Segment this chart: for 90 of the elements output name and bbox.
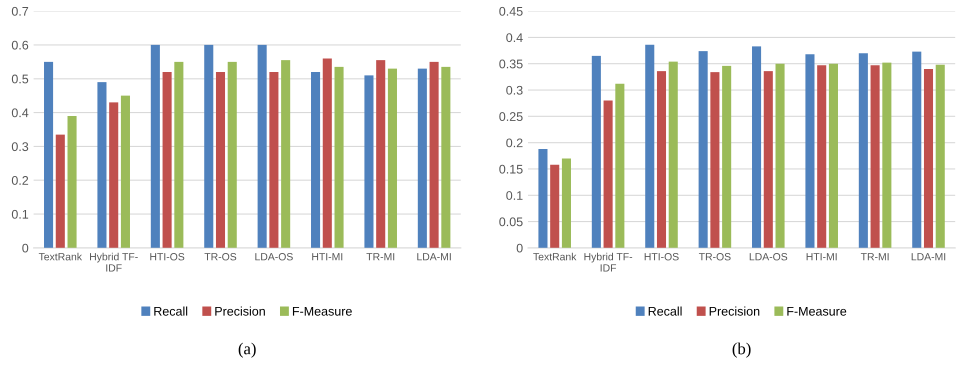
bar (162, 72, 172, 248)
legend-label: Precision (710, 306, 760, 316)
bar (764, 71, 773, 248)
x-tick-label: TR-OS (204, 253, 236, 260)
x-tick-label: TextRank (533, 252, 576, 260)
bar (109, 102, 118, 248)
bar (550, 164, 560, 248)
bar (388, 68, 397, 248)
x-tick-label: HTI-MI (806, 253, 837, 260)
x-tick-label: LDA-MI (912, 253, 946, 260)
bar (858, 53, 868, 248)
bar (258, 44, 267, 248)
bar (281, 60, 290, 248)
bar (441, 66, 450, 248)
x-tick-label: Hybrid TF-IDF (584, 252, 632, 272)
x-tick-label: HTI-OS (150, 253, 184, 260)
x-tick-label: TR-OS (698, 253, 731, 260)
bar (592, 56, 601, 248)
text: (b) (732, 342, 751, 358)
y-tick-label: 0.6 (12, 40, 28, 50)
y-tick-label: 0.45 (499, 6, 523, 16)
bar (311, 72, 320, 248)
bar (228, 62, 237, 248)
bar (870, 65, 880, 248)
bar (334, 66, 344, 248)
bar (656, 71, 666, 248)
y-tick-label: 0.3 (12, 142, 28, 152)
y-tick-label: 0.1 (506, 191, 523, 200)
x-tick-label: LDA-MI (417, 253, 451, 260)
y-tick-label: 0 (516, 244, 523, 253)
x-tick-label: Hybrid TF-IDF (90, 252, 138, 272)
y-tick-label: 0.15 (499, 164, 523, 174)
legend-label: F-Measure (787, 306, 846, 316)
legend-label: F-Measure (292, 306, 352, 316)
x-tick-label: HTI-MI (312, 253, 342, 260)
x-tick-label: TR-MI (860, 253, 889, 260)
bar (615, 84, 624, 248)
bar (97, 82, 106, 248)
bar (710, 72, 720, 248)
bar (120, 96, 130, 248)
bar (668, 62, 678, 248)
y-tick-label: 0 (22, 244, 28, 253)
bar (204, 44, 214, 248)
bar (418, 68, 427, 248)
bar (805, 54, 814, 248)
legend-label: Recall (648, 306, 682, 316)
bar (604, 100, 613, 248)
bar (174, 62, 184, 248)
x-tick-label: LDA-OS (750, 253, 788, 260)
bar (752, 46, 762, 248)
bar (912, 52, 922, 248)
bar (68, 116, 77, 248)
y-tick-label: 0.5 (12, 74, 28, 84)
legend-label: Precision (215, 306, 265, 316)
y-tick-label: 0.4 (12, 108, 28, 118)
bar (56, 134, 65, 248)
bar (817, 65, 826, 248)
text: (a) (238, 342, 256, 358)
legend-label: Recall (154, 306, 188, 316)
bar (364, 75, 374, 248)
bar (698, 51, 708, 248)
bar (269, 72, 278, 248)
bar (538, 148, 548, 248)
y-tick-label: 0.2 (12, 176, 28, 185)
bar (44, 62, 54, 248)
bar (828, 64, 838, 248)
bar (322, 58, 332, 248)
x-tick-label: TR-MI (366, 253, 394, 260)
bar (216, 72, 226, 248)
y-tick-label: 0.4 (506, 33, 523, 42)
y-tick-label: 0.2 (506, 138, 523, 148)
bar (722, 66, 732, 248)
y-tick-label: 0.7 (12, 6, 28, 16)
x-tick-label: HTI-OS (644, 253, 679, 260)
bar (376, 60, 386, 248)
y-tick-label: 0.25 (499, 112, 523, 121)
x-tick-label: LDA-OS (255, 253, 293, 260)
y-tick-label: 0.05 (499, 217, 523, 226)
y-tick-label: 0.1 (12, 210, 28, 219)
bar (430, 62, 439, 248)
bar (882, 62, 892, 248)
bar (645, 44, 654, 248)
bar (776, 64, 785, 248)
bar (150, 44, 160, 248)
x-tick-label: TextRank (38, 252, 82, 260)
bar (936, 64, 945, 248)
bar (924, 68, 934, 248)
y-tick-label: 0.35 (499, 60, 523, 68)
y-tick-label: 0.3 (506, 86, 523, 95)
bar (562, 158, 571, 248)
